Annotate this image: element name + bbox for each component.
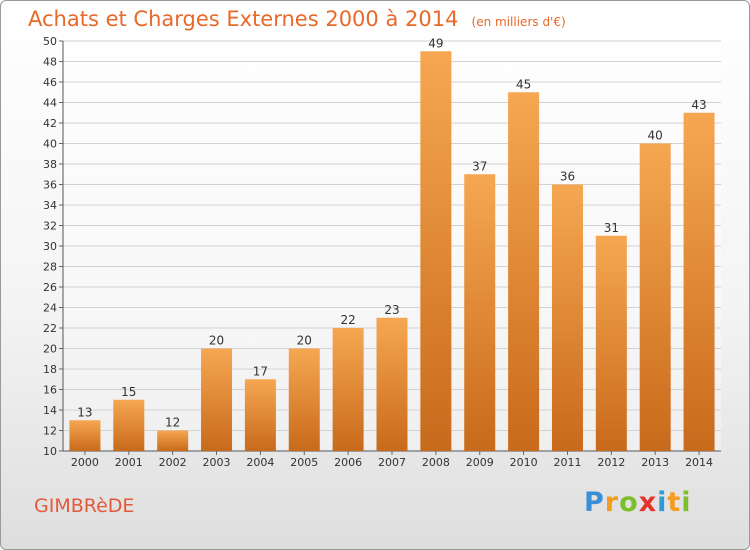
bar: [420, 51, 452, 451]
x-tick-label: 2014: [685, 456, 713, 469]
bar-value-label: 17: [253, 364, 268, 378]
y-tick-label: 22: [43, 322, 57, 335]
x-tick-label: 2009: [466, 456, 494, 469]
bar-value-label: 31: [604, 221, 619, 235]
x-tick-label: 2006: [334, 456, 362, 469]
logo-letter: P: [584, 487, 605, 518]
logo-letter: o: [619, 487, 639, 518]
x-tick-label: 2005: [290, 456, 318, 469]
x-tick-label: 2013: [641, 456, 669, 469]
y-tick-label: 16: [43, 384, 57, 397]
bar: [595, 235, 627, 451]
chart-title: Achats et Charges Externes 2000 à 2014 (…: [28, 7, 566, 31]
logo-letter: i: [681, 487, 692, 518]
logo-letter: x: [638, 487, 658, 518]
x-tick-label: 2011: [553, 456, 581, 469]
bar-value-label: 40: [648, 129, 663, 143]
x-tick-label: 2008: [422, 456, 450, 469]
y-tick-label: 36: [43, 179, 57, 192]
y-tick-label: 44: [43, 97, 57, 110]
bar: [551, 184, 583, 451]
bar-value-label: 23: [384, 303, 399, 317]
x-tick-label: 2001: [115, 456, 143, 469]
x-tick-label: 2012: [597, 456, 625, 469]
y-tick-label: 28: [43, 261, 57, 274]
y-tick-label: 48: [43, 56, 57, 69]
bar: [201, 348, 233, 451]
y-tick-label: 40: [43, 138, 57, 151]
proxiti-logo[interactable]: Proxiti: [584, 487, 692, 518]
bar: [288, 348, 320, 451]
bar-value-label: 15: [121, 385, 136, 399]
x-tick-label: 2002: [159, 456, 187, 469]
bar-value-label: 22: [340, 313, 355, 327]
bar-value-label: 36: [560, 170, 575, 184]
x-tick-label: 2007: [378, 456, 406, 469]
bar: [332, 328, 364, 451]
y-tick-label: 30: [43, 240, 57, 253]
bar: [376, 317, 408, 451]
y-tick-label: 42: [43, 117, 57, 130]
y-tick-label: 10: [43, 445, 57, 458]
title-main: Achats et Charges Externes 2000 à 2014: [28, 7, 459, 31]
y-tick-label: 32: [43, 220, 57, 233]
bar-value-label: 20: [209, 334, 224, 348]
y-tick-label: 50: [43, 35, 57, 48]
logo-letter: r: [604, 487, 620, 518]
y-tick-label: 24: [43, 302, 57, 315]
bar-value-label: 37: [472, 159, 487, 173]
logo-letter: i: [657, 487, 668, 518]
bar-value-label: 12: [165, 416, 180, 430]
x-tick-label: 2000: [71, 456, 99, 469]
x-tick-label: 2010: [510, 456, 538, 469]
bar-value-label: 20: [297, 334, 312, 348]
y-tick-label: 12: [43, 425, 57, 438]
bar: [639, 143, 671, 451]
bar-value-label: 49: [428, 36, 443, 50]
x-tick-label: 2003: [203, 456, 231, 469]
bar: [244, 379, 276, 451]
y-tick-label: 34: [43, 199, 57, 212]
bar-value-label: 43: [691, 98, 706, 112]
y-tick-label: 26: [43, 281, 57, 294]
y-tick-label: 46: [43, 76, 57, 89]
bar: [683, 112, 715, 451]
bar-value-label: 45: [516, 77, 531, 91]
bar: [113, 399, 145, 451]
y-tick-label: 18: [43, 363, 57, 376]
x-tick-label: 2004: [246, 456, 274, 469]
bar-value-label: 13: [77, 405, 92, 419]
bar: [508, 92, 540, 451]
title-unit: (en milliers d'€): [471, 15, 566, 29]
y-tick-label: 14: [43, 404, 57, 417]
logo-letter: t: [667, 487, 682, 518]
y-tick-label: 20: [43, 343, 57, 356]
commune-name: GIMBRèDE: [34, 495, 135, 517]
bar: [157, 430, 189, 451]
bar: [464, 174, 496, 451]
y-tick-label: 38: [43, 158, 57, 171]
bar: [69, 420, 101, 451]
